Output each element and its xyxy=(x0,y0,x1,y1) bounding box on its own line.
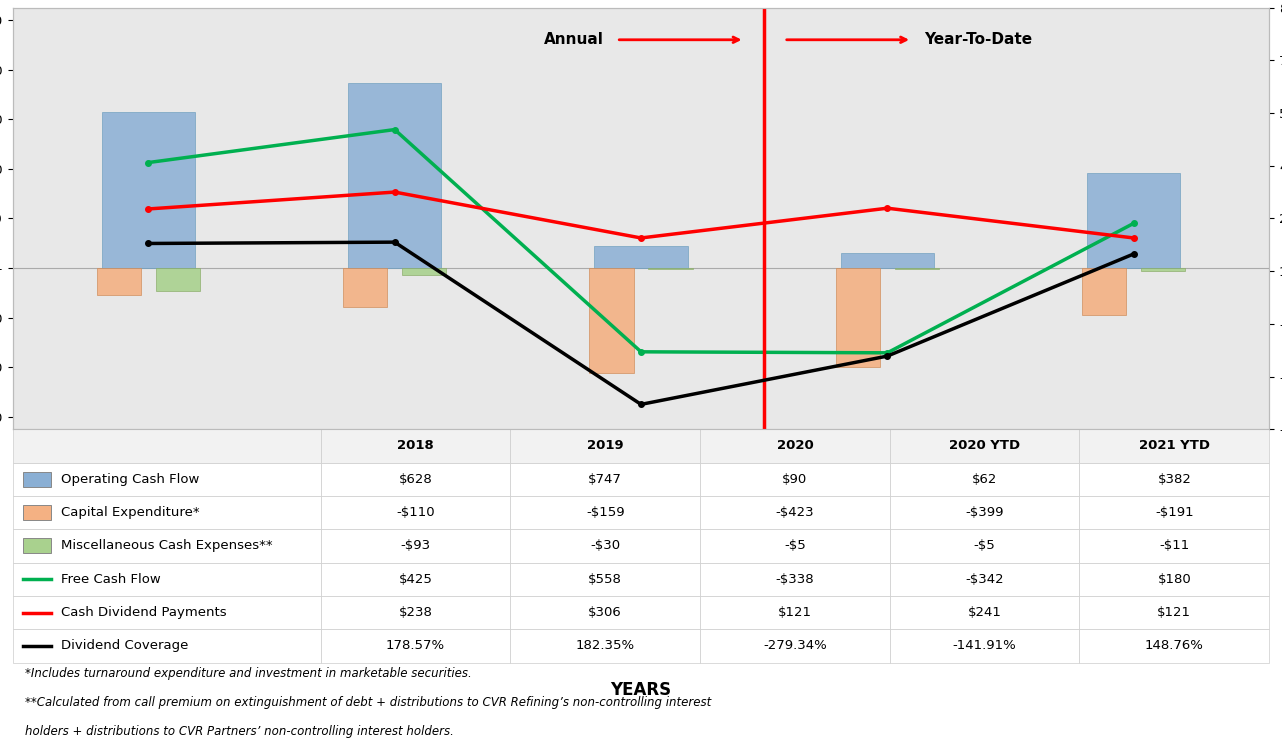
Bar xyxy=(23,538,50,553)
Bar xyxy=(23,505,50,520)
Bar xyxy=(594,245,688,268)
Bar xyxy=(649,268,692,270)
Text: *Includes turnaround expenditure and investment in marketable securities.: *Includes turnaround expenditure and inv… xyxy=(26,667,472,680)
Bar xyxy=(1082,268,1127,316)
Text: YEARS: YEARS xyxy=(610,681,672,700)
Bar xyxy=(590,268,633,373)
Bar xyxy=(96,268,141,295)
Text: Year-To-Date: Year-To-Date xyxy=(924,32,1032,47)
Bar xyxy=(1087,173,1181,268)
Bar xyxy=(101,112,195,268)
Bar xyxy=(347,83,441,268)
Bar xyxy=(155,268,200,291)
Bar xyxy=(23,471,50,486)
Bar xyxy=(342,268,387,307)
Text: Annual: Annual xyxy=(544,32,604,47)
Text: holders + distributions to CVR Partners’ non-controlling interest holders.: holders + distributions to CVR Partners’… xyxy=(26,724,454,738)
Bar xyxy=(841,252,935,268)
Bar xyxy=(403,268,446,276)
Bar xyxy=(1141,268,1186,271)
Bar xyxy=(836,268,879,367)
Text: **Calculated from call premium on extinguishment of debt + distributions to CVR : **Calculated from call premium on exting… xyxy=(26,696,712,709)
Bar xyxy=(895,268,940,270)
